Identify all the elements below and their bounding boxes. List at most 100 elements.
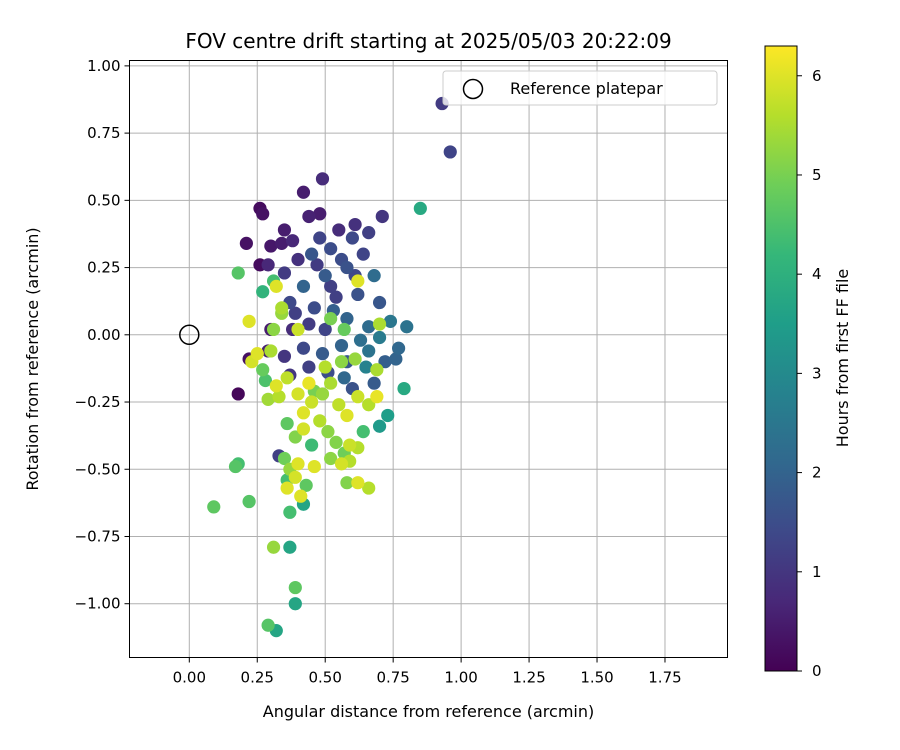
data-point (302, 209, 316, 224)
plot-frame (129, 60, 728, 658)
data-point (318, 322, 332, 337)
y-tick-label: −0.75 (75, 527, 121, 545)
data-point (370, 390, 384, 404)
data-point (351, 476, 365, 490)
data-point (362, 481, 376, 495)
reference-marker (179, 324, 200, 346)
data-point (356, 247, 370, 261)
legend-marker-icon (462, 78, 484, 100)
data-point (413, 201, 427, 216)
data-point (340, 312, 354, 326)
data-point (305, 247, 319, 261)
data-point (313, 207, 327, 221)
data-point (239, 236, 253, 250)
data-point (315, 347, 330, 361)
data-point (256, 363, 270, 377)
colorbar-tick-label: 1 (812, 563, 822, 581)
data-point (389, 352, 403, 366)
data-point (283, 505, 297, 519)
colorbar-tick-label: 3 (812, 364, 822, 382)
data-point (256, 207, 270, 221)
data-point (318, 360, 332, 374)
data-point (280, 416, 294, 431)
data-point (372, 317, 387, 331)
data-point (302, 360, 316, 374)
data-point (324, 451, 338, 466)
data-point (305, 395, 319, 409)
data-point (359, 360, 373, 374)
data-point (310, 258, 324, 272)
data-point (258, 373, 273, 388)
data-point (340, 408, 354, 423)
data-point (362, 320, 376, 334)
data-point (315, 172, 330, 186)
data-point (324, 312, 338, 326)
data-point (296, 406, 311, 420)
data-point (277, 266, 292, 280)
data-point (266, 540, 281, 554)
data-point (261, 618, 275, 632)
legend-entry-reference-platepar: Reference platepar (510, 79, 663, 98)
data-point (280, 371, 294, 385)
data-point (261, 258, 275, 272)
data-point (296, 185, 311, 199)
data-point (372, 295, 387, 310)
data-point (266, 322, 281, 337)
colorbar-tick-label: 2 (812, 464, 822, 482)
data-point (242, 494, 256, 509)
data-point (375, 209, 389, 224)
colorbar-tick-label: 5 (812, 166, 822, 184)
data-point (400, 320, 414, 334)
data-point (329, 290, 343, 304)
data-point (321, 425, 335, 439)
data-point (367, 376, 381, 390)
data-point (280, 481, 294, 495)
colorbar-tick-label: 0 (812, 662, 822, 680)
data-point (283, 540, 297, 554)
data-point (296, 422, 311, 436)
legend-box (442, 70, 718, 106)
data-point (296, 341, 311, 355)
data-point (291, 387, 305, 401)
data-point (334, 355, 349, 369)
data-point (302, 376, 316, 390)
data-point (294, 489, 308, 503)
data-point (343, 438, 357, 452)
x-tick-label: 1.75 (648, 669, 681, 687)
data-point (362, 344, 376, 358)
data-point (315, 387, 330, 401)
y-axis-ticks: 1.00 0.75 0.50 0.25 0.00 −0.25 −0.50 −0.75 −1.00 (75, 57, 130, 613)
data-point (307, 459, 321, 474)
data-point (291, 252, 305, 267)
chart-title: FOV centre drift starting at 2025/05/03 … (185, 29, 671, 53)
data-point (362, 398, 376, 412)
data-point (340, 260, 354, 275)
data-point (231, 266, 245, 280)
data-point (291, 322, 305, 337)
data-point (370, 363, 384, 377)
data-point (334, 338, 349, 353)
data-point (288, 430, 302, 444)
data-point (207, 500, 221, 514)
data-point (318, 269, 332, 283)
x-tick-label: 0.25 (241, 669, 274, 687)
y-tick-label: 1.00 (87, 57, 120, 75)
grid (129, 60, 728, 658)
data-point (351, 390, 365, 404)
x-tick-label: 1.00 (444, 669, 477, 687)
x-tick-label: 0.75 (376, 669, 409, 687)
y-axis-label: Rotation from reference (arcmin) (23, 227, 42, 490)
data-point (256, 285, 270, 299)
data-point (443, 145, 457, 159)
data-point (261, 392, 275, 406)
x-tick-label: 1.25 (512, 669, 545, 687)
reference-platepar-marker (179, 324, 200, 346)
data-point (275, 236, 289, 250)
data-point (231, 387, 245, 401)
data-point (337, 371, 351, 385)
y-tick-label: 0.50 (87, 191, 120, 209)
data-point (250, 347, 264, 361)
data-point (305, 438, 319, 452)
data-point (313, 414, 327, 428)
